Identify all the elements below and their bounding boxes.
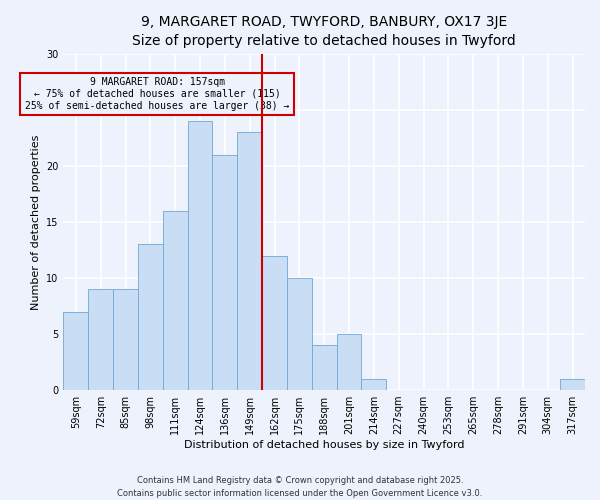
Bar xyxy=(262,256,287,390)
Bar xyxy=(361,379,386,390)
Bar xyxy=(212,154,238,390)
Bar xyxy=(113,289,138,390)
Bar xyxy=(188,121,212,390)
Bar xyxy=(287,278,312,390)
Text: Contains HM Land Registry data © Crown copyright and database right 2025.
Contai: Contains HM Land Registry data © Crown c… xyxy=(118,476,482,498)
Text: 9 MARGARET ROAD: 157sqm
← 75% of detached houses are smaller (115)
25% of semi-d: 9 MARGARET ROAD: 157sqm ← 75% of detache… xyxy=(25,78,290,110)
Bar xyxy=(163,211,188,390)
Bar xyxy=(138,244,163,390)
Bar xyxy=(312,345,337,390)
Bar xyxy=(238,132,262,390)
Bar xyxy=(560,379,585,390)
Title: 9, MARGARET ROAD, TWYFORD, BANBURY, OX17 3JE
Size of property relative to detach: 9, MARGARET ROAD, TWYFORD, BANBURY, OX17… xyxy=(133,15,516,48)
Bar xyxy=(64,312,88,390)
Y-axis label: Number of detached properties: Number of detached properties xyxy=(31,134,41,310)
X-axis label: Distribution of detached houses by size in Twyford: Distribution of detached houses by size … xyxy=(184,440,464,450)
Bar xyxy=(88,289,113,390)
Bar xyxy=(337,334,361,390)
